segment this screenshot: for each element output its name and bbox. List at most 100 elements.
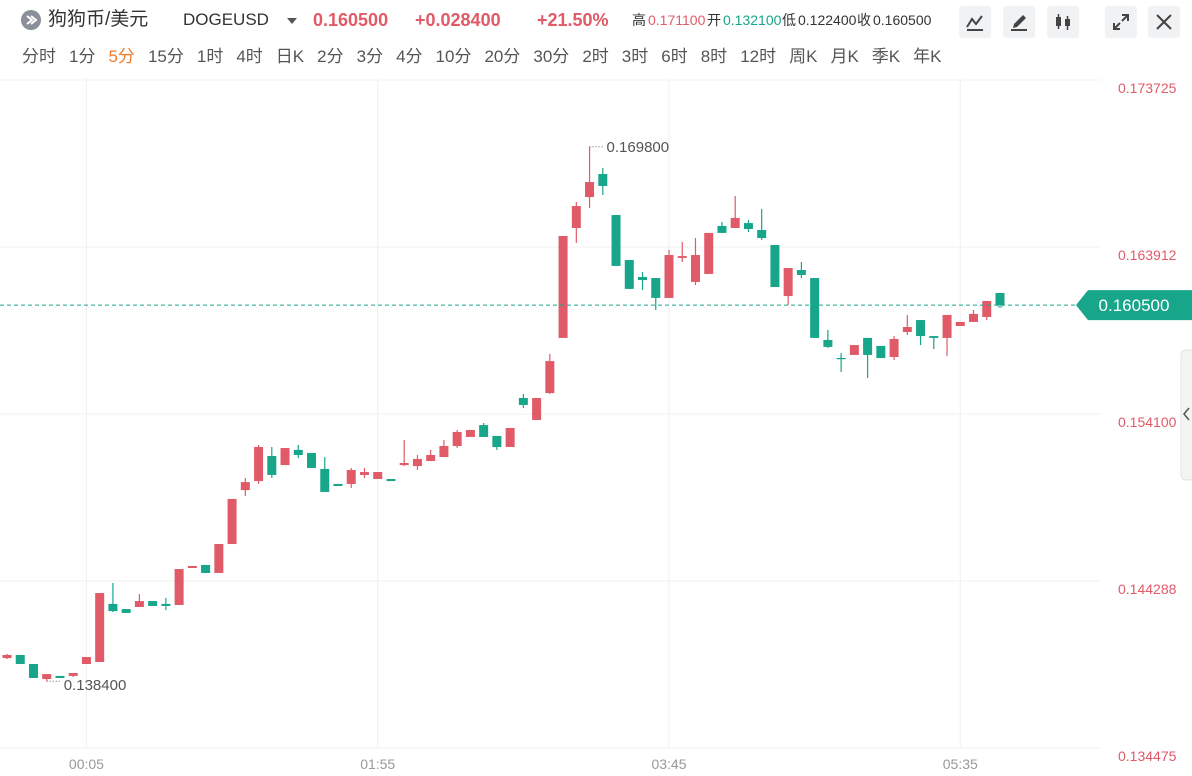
interval-tab[interactable]: 4时 bbox=[236, 47, 263, 66]
interval-tab[interactable]: 30分 bbox=[533, 47, 570, 66]
interval-tab[interactable]: 1分 bbox=[69, 47, 96, 66]
interval-tab[interactable]: 周K bbox=[789, 47, 818, 66]
candle-body bbox=[796, 270, 806, 275]
candle-body bbox=[240, 482, 250, 491]
candle-body bbox=[359, 472, 369, 475]
scroll-chevron bbox=[1183, 407, 1190, 421]
candle-body bbox=[638, 276, 648, 281]
interval-tab[interactable]: 15分 bbox=[147, 47, 184, 66]
candle-body bbox=[849, 345, 859, 355]
high-label: 0.169800 bbox=[607, 139, 670, 156]
y-tick-label: 0.144288 bbox=[1118, 581, 1177, 597]
y-tick-label: 0.134475 bbox=[1118, 748, 1177, 764]
candle-body bbox=[942, 314, 952, 338]
stat: 低 0.122400 bbox=[782, 7, 856, 33]
candle-body bbox=[704, 232, 714, 274]
symbol-title[interactable]: 狗狗币/美元 bbox=[48, 9, 149, 30]
x-tick-label: 01:55 bbox=[360, 756, 395, 772]
y-tick-label: 0.154100 bbox=[1118, 414, 1177, 430]
interval-tab[interactable]: 20分 bbox=[484, 47, 521, 66]
coin-icon bbox=[21, 10, 41, 30]
candle-body bbox=[479, 425, 489, 437]
interval-tab[interactable]: 1时 bbox=[196, 47, 224, 66]
candle-body bbox=[518, 398, 528, 405]
y-tick-label: 0.163912 bbox=[1118, 247, 1177, 263]
candle-body bbox=[68, 673, 78, 676]
candle-body bbox=[254, 447, 264, 482]
candle-body bbox=[15, 654, 25, 665]
candle-body bbox=[651, 278, 661, 298]
candle-body bbox=[863, 337, 873, 355]
candle-body bbox=[730, 217, 740, 228]
candle-body bbox=[889, 338, 899, 357]
candle-body bbox=[439, 445, 449, 458]
candle-body bbox=[148, 601, 158, 606]
interval-tabs: 分时 1分 5分 15分 1时 4时 日K 2分 3分 4分 10分 20分 30分 2时 3时 6时 8时 12… bbox=[22, 44, 941, 70]
interval-tab[interactable]: 6时 bbox=[661, 47, 688, 66]
candle-body bbox=[571, 206, 581, 228]
candle-body bbox=[770, 245, 780, 288]
symbol-code[interactable]: DOGEUSD bbox=[183, 10, 269, 29]
candle-body bbox=[386, 479, 396, 482]
interval-tab[interactable]: 年K bbox=[913, 47, 942, 66]
x-tick-label: 05:35 bbox=[943, 756, 978, 772]
stat-value: 0.160500 bbox=[873, 12, 932, 28]
candle-body bbox=[717, 225, 727, 233]
candle-body bbox=[55, 675, 65, 678]
candle-body bbox=[2, 654, 12, 659]
candle-body bbox=[373, 472, 383, 480]
indicator-button[interactable] bbox=[959, 6, 991, 38]
candle-body bbox=[267, 456, 277, 475]
candle-body bbox=[465, 429, 475, 437]
interval-tab[interactable]: 3分 bbox=[356, 47, 384, 66]
candle-body bbox=[201, 564, 211, 573]
stat-label: 高 bbox=[632, 12, 646, 28]
draw-button[interactable] bbox=[1003, 6, 1035, 38]
last-price-dot bbox=[997, 302, 1003, 309]
candle-body bbox=[743, 223, 753, 230]
candle-body bbox=[969, 313, 979, 322]
candle-body bbox=[902, 327, 912, 332]
interval-tab[interactable]: 2分 bbox=[317, 47, 344, 66]
candle-body bbox=[624, 259, 634, 289]
interval-tab[interactable]: 3时 bbox=[621, 47, 649, 66]
interval-tab[interactable]: 月K bbox=[830, 47, 859, 66]
candle-body bbox=[783, 267, 793, 297]
stat-label: 低 bbox=[782, 12, 796, 28]
candle-body bbox=[690, 255, 700, 282]
candle-body bbox=[214, 544, 224, 573]
interval-tab[interactable]: 季K bbox=[871, 47, 901, 66]
interval-tab[interactable]: 5分 bbox=[108, 47, 135, 66]
interval-tab[interactable]: 10分 bbox=[435, 47, 472, 66]
candle-body bbox=[320, 468, 330, 492]
candle-body bbox=[611, 215, 621, 266]
last-price-tag bbox=[1076, 290, 1192, 321]
stat: 高 0.171100 bbox=[632, 7, 705, 33]
candle-body bbox=[95, 593, 105, 662]
candle-body bbox=[982, 300, 992, 317]
candle-body bbox=[757, 230, 767, 239]
interval-tab[interactable]: 4分 bbox=[396, 47, 423, 66]
chart-type-button[interactable] bbox=[1047, 6, 1079, 38]
candle-body bbox=[664, 255, 674, 298]
candle-body bbox=[346, 469, 356, 484]
interval-tab[interactable]: 2时 bbox=[582, 47, 609, 66]
candle-body bbox=[28, 664, 38, 678]
candle-body bbox=[161, 603, 171, 606]
stat-value: 0.171100 bbox=[648, 12, 706, 28]
candle-body bbox=[227, 498, 237, 545]
close-button[interactable] bbox=[1148, 6, 1180, 38]
candle-body bbox=[810, 278, 820, 338]
interval-tab[interactable]: 12时 bbox=[740, 47, 777, 66]
interval-tab[interactable]: 8时 bbox=[700, 47, 728, 66]
interval-tab[interactable]: 分时 bbox=[22, 47, 56, 66]
fullscreen-button[interactable] bbox=[1105, 6, 1137, 38]
stat-label: 开 bbox=[707, 12, 721, 28]
dropdown-caret[interactable] bbox=[286, 16, 298, 42]
candle-body bbox=[955, 321, 965, 327]
candle-body bbox=[995, 292, 1005, 306]
interval-tab[interactable]: 日K bbox=[275, 47, 305, 66]
price-change: +0.028400 bbox=[415, 10, 501, 30]
candle-body bbox=[929, 336, 939, 338]
